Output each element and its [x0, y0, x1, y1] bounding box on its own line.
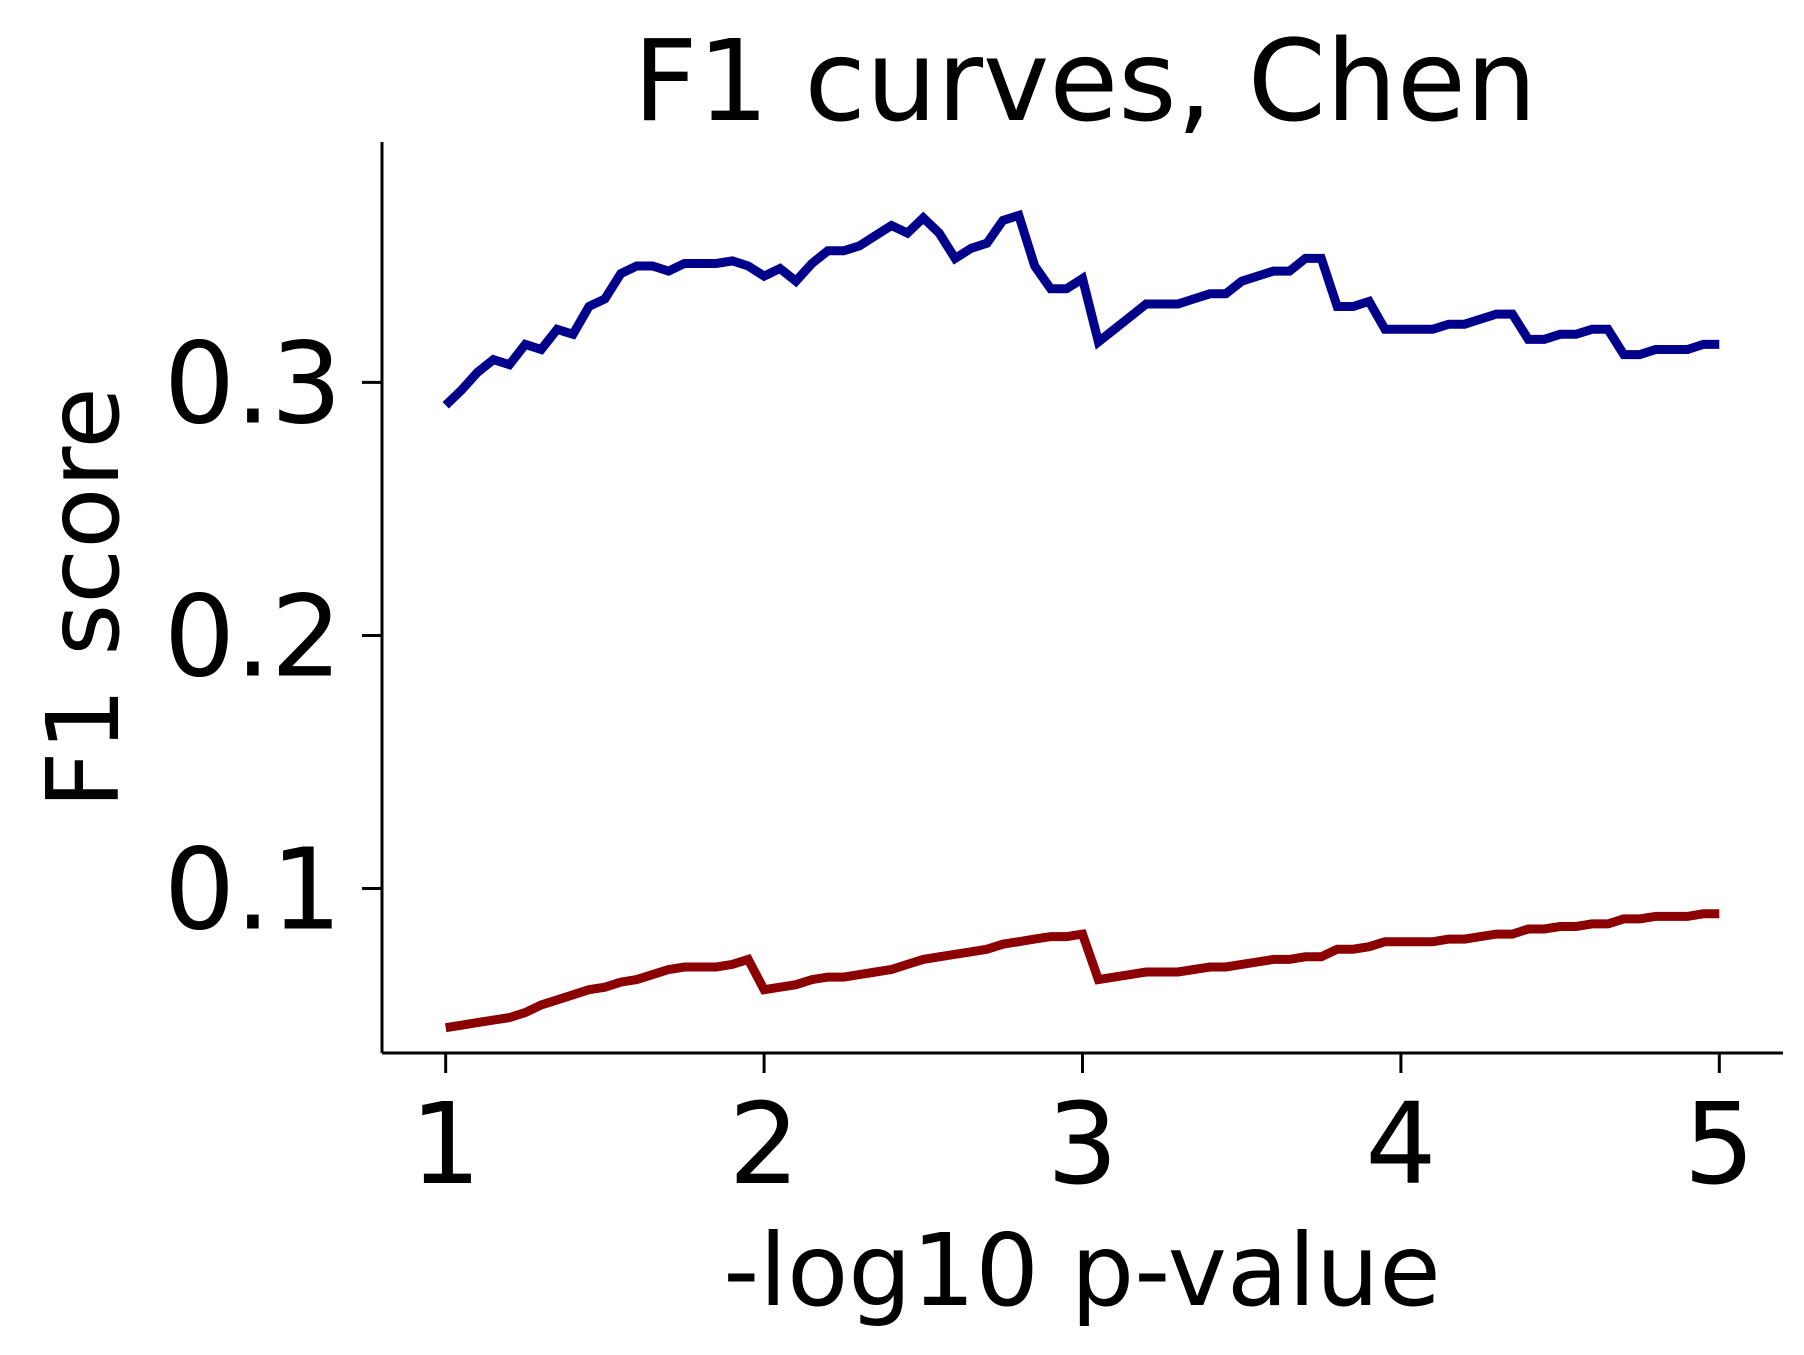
plot-area [442, 209, 1720, 1033]
x-tick-label: 5 [1684, 1080, 1755, 1210]
series-line-1 [442, 209, 1720, 409]
y-axis: 0.1 0.2 0.3 [164, 319, 382, 956]
series-line-2 [445, 909, 1720, 1033]
x-tick-label: 1 [410, 1080, 481, 1210]
x-tick-label: 3 [1047, 1080, 1118, 1210]
x-tick-label: 4 [1365, 1080, 1436, 1210]
x-axis-label: -log10 p-value [723, 1212, 1441, 1329]
y-axis-label: F1 score [25, 387, 142, 809]
x-axis: 1 2 3 4 5 [410, 1053, 1755, 1210]
y-tick-label: 0.1 [164, 826, 342, 956]
x-tick-label: 2 [728, 1080, 799, 1210]
y-tick-label: 0.2 [164, 572, 342, 702]
chart-title: F1 curves, Chen [633, 17, 1537, 147]
y-tick-label: 0.3 [164, 319, 342, 449]
